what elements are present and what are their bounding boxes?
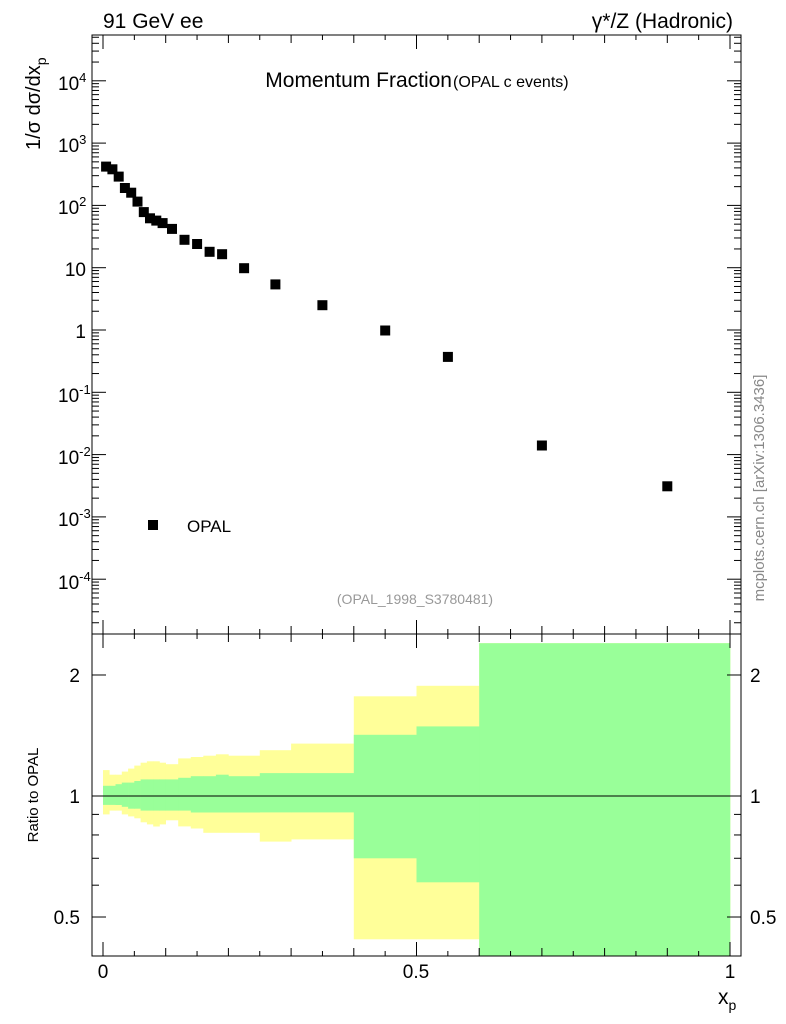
main-ytick-label-1e-2: 10-2	[58, 444, 91, 469]
data-point	[101, 161, 112, 172]
legend-label: OPAL	[187, 517, 231, 536]
main-ytick-1e4-base: 10	[58, 74, 79, 95]
main-ytick-1e2-exp: 2	[79, 194, 86, 209]
main-ytick-1e3-exp: 3	[79, 132, 86, 147]
xtick-label-1: 1	[725, 962, 736, 983]
stat-band-bin	[159, 779, 166, 811]
data-point	[119, 183, 130, 193]
data-point	[270, 279, 281, 290]
stat-band-bin	[109, 785, 116, 805]
main-ytick-1e-3-base: 10	[58, 510, 79, 531]
xtick-label-0: 0	[98, 962, 109, 983]
ratio-ytick-right-0.5: 0.5	[750, 908, 776, 929]
ratio-ytick-right-2: 2	[750, 666, 761, 687]
data-point	[239, 263, 250, 274]
data-point	[179, 234, 190, 245]
main-plot-frame	[91, 34, 742, 635]
main-y-axis-label: 1/σ dσ/dxp	[23, 57, 49, 150]
main-ytick-label-1: 1	[75, 322, 86, 343]
data-point	[107, 164, 118, 175]
stat-band-bin	[178, 777, 191, 811]
stat-band-bin	[134, 781, 141, 809]
main-ytick-1e3-base: 10	[58, 136, 79, 157]
main-plot-title: Momentum Fraction	[265, 69, 452, 92]
data-point	[380, 325, 391, 336]
data-point	[662, 481, 673, 492]
main-ytick-label-1e4: 104	[58, 70, 86, 95]
stat-band-bin	[291, 773, 355, 813]
main-ytick-label-1e-4: 10-4	[58, 569, 91, 594]
ratio-bands	[103, 643, 731, 956]
stat-band-bin	[103, 785, 110, 805]
main-data-markers	[101, 161, 673, 492]
data-point	[138, 207, 149, 218]
main-ytick-1e-2-exp: -2	[79, 444, 91, 459]
header-left-label: 91 GeV ee	[103, 10, 203, 33]
data-point	[126, 187, 137, 198]
analysis-watermark: (OPAL_1998_S3780481)	[337, 591, 493, 607]
header-right-label: γ*/Z (Hadronic)	[592, 10, 733, 33]
stat-band-bin	[165, 779, 179, 811]
stat-band-bin	[203, 776, 217, 813]
data-point	[536, 440, 547, 451]
ratio-ytick-left-0.5: 0.5	[54, 908, 80, 929]
ratio-ytick-right-1: 1	[750, 787, 761, 808]
main-y-tick-labels: 10-4 10-3 10-2 10-1 1 10 102 103 104	[58, 70, 91, 594]
main-ytick-1e-4-exp: -4	[79, 569, 91, 584]
main-ytick-label-10: 10	[65, 260, 86, 281]
stat-band-bin	[140, 779, 148, 811]
xtick-label-0.5: 0.5	[403, 962, 429, 983]
data-point	[442, 351, 453, 362]
side-source-label: mcplots.cern.ch [arXiv:1306.3436]	[751, 375, 768, 602]
data-point	[167, 223, 177, 234]
data-point	[157, 218, 168, 229]
data-point	[113, 171, 124, 182]
data-point	[217, 249, 228, 260]
stat-band-bin	[115, 784, 123, 805]
stat-band-bin	[215, 774, 229, 813]
main-ytick-label-1e2: 102	[58, 194, 86, 219]
stat-band-bin	[353, 734, 417, 859]
main-ytick-1e-1-exp: -1	[79, 382, 91, 397]
axis-ticks	[92, 35, 741, 956]
data-point	[132, 196, 143, 207]
main-ytick-1e-4-base: 10	[58, 573, 79, 594]
stat-band-bin	[259, 773, 292, 813]
stat-band-bin	[228, 776, 260, 813]
main-ytick-1e-3-exp: -3	[79, 506, 91, 521]
stat-band-bin	[416, 726, 480, 883]
main-ytick-1e-1-base: 10	[58, 386, 79, 407]
stat-band-bin	[121, 782, 129, 807]
main-ytick-label-1e-1: 10-1	[58, 382, 91, 407]
stat-band-bin	[479, 643, 731, 956]
x-axis-label-sub: p	[729, 997, 737, 1013]
x-axis-label-text: x	[718, 986, 729, 1009]
main-ytick-1e-2-base: 10	[58, 448, 79, 469]
main-ytick-label-1e3: 103	[58, 132, 86, 157]
data-point	[204, 246, 215, 257]
data-point	[151, 215, 162, 226]
ratio-ytick-left-1: 1	[69, 787, 80, 808]
stat-band-bin	[153, 779, 160, 811]
main-ytick-1e4-exp: 4	[79, 70, 86, 85]
stat-band-bin	[146, 779, 154, 811]
legend-marker	[148, 520, 158, 530]
x-axis-label: xp	[718, 986, 737, 1013]
main-ytick-1e2-base: 10	[58, 198, 79, 219]
data-point	[317, 300, 328, 311]
ratio-y-axis-label: Ratio to OPAL	[25, 748, 42, 843]
svg-text:1/σ dσ/dxp: 1/σ dσ/dxp	[23, 57, 49, 150]
ratio-ytick-left-2: 2	[69, 666, 80, 687]
main-ytick-label-1e-3: 10-3	[58, 506, 91, 531]
data-point	[192, 239, 203, 249]
main-y-label-sub: p	[33, 57, 49, 65]
main-y-label-text: 1/σ dσ/dx	[23, 65, 45, 150]
main-plot-subtitle: (OPAL c events)	[453, 74, 569, 91]
data-point	[145, 213, 155, 224]
stat-band-bin	[190, 776, 204, 813]
